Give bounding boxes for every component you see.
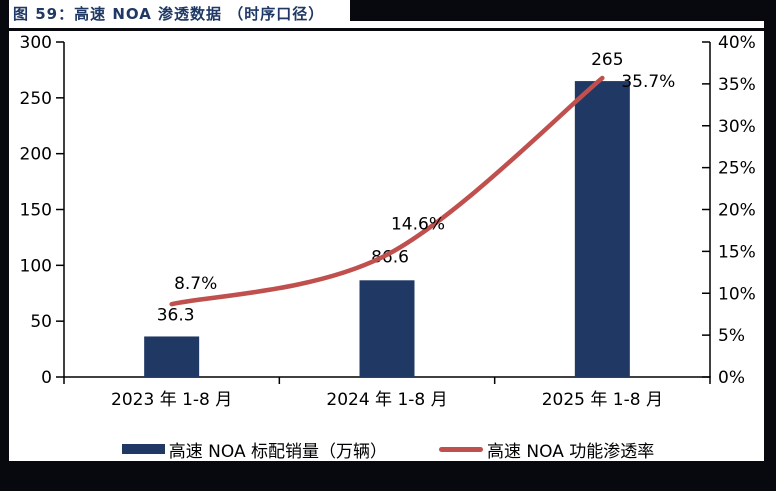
right-axis-tick-label: 20%: [718, 201, 756, 221]
left-axis-tick-label: 50: [30, 312, 52, 332]
right-axis-tick-label: 5%: [718, 326, 745, 346]
right-axis-tick-label: 15%: [718, 242, 756, 262]
right-axis-tick-label: 35%: [718, 75, 756, 95]
left-axis-tick-label: 300: [20, 33, 52, 53]
frame-right-border: [764, 0, 776, 463]
bar: [359, 280, 415, 377]
left-axis-tick-label: 200: [20, 145, 52, 165]
legend-swatch-bar: [121, 444, 165, 454]
right-axis-tick-label: 40%: [718, 33, 756, 53]
left-axis-tick-label: 250: [20, 89, 52, 109]
bar: [574, 81, 630, 377]
left-axis-tick-label: 100: [20, 256, 52, 276]
right-axis-tick-label: 0%: [718, 368, 745, 388]
line-value-label: 14.6%: [391, 215, 445, 235]
bar-value-label: 265: [591, 50, 623, 70]
legend: 高速 NOA 标配销量（万辆） 高速 NOA 功能渗透率: [0, 437, 776, 462]
title-rule: [9, 28, 764, 31]
penetration-line: [169, 75, 605, 307]
x-axis-category-label: 2024 年 1-8 月: [326, 390, 447, 410]
legend-item-line-series: 高速 NOA 功能渗透率: [439, 437, 654, 462]
line-value-label: 8.7%: [174, 274, 217, 294]
line-value-label: 35.7%: [621, 72, 675, 92]
bar: [144, 336, 200, 377]
frame-left-border: [0, 0, 9, 463]
bar-value-label: 36.3: [157, 305, 195, 325]
figure-title: 图 59：高速 NOA 渗透数据 （时序口径）: [13, 5, 325, 23]
legend-item-bar-series: 高速 NOA 标配销量（万辆）: [121, 437, 387, 462]
legend-label-line-series: 高速 NOA 功能渗透率: [487, 441, 655, 462]
legend-swatch-line: [439, 446, 483, 452]
title-band: [350, 0, 764, 21]
x-axis-category-label: 2023 年 1-8 月: [111, 390, 232, 410]
x-axis-category-label: 2025 年 1-8 月: [542, 390, 663, 410]
right-axis-tick-label: 25%: [718, 159, 756, 179]
frame-bottom-border: [0, 461, 776, 491]
bar-value-label: 86.6: [371, 247, 409, 267]
left-axis-tick-label: 0: [41, 368, 52, 388]
right-axis-tick-label: 30%: [718, 117, 756, 137]
left-axis-tick-label: 150: [20, 201, 52, 221]
legend-label-bar-series: 高速 NOA 标配销量（万辆）: [168, 441, 387, 462]
right-axis-tick-label: 10%: [718, 284, 756, 304]
